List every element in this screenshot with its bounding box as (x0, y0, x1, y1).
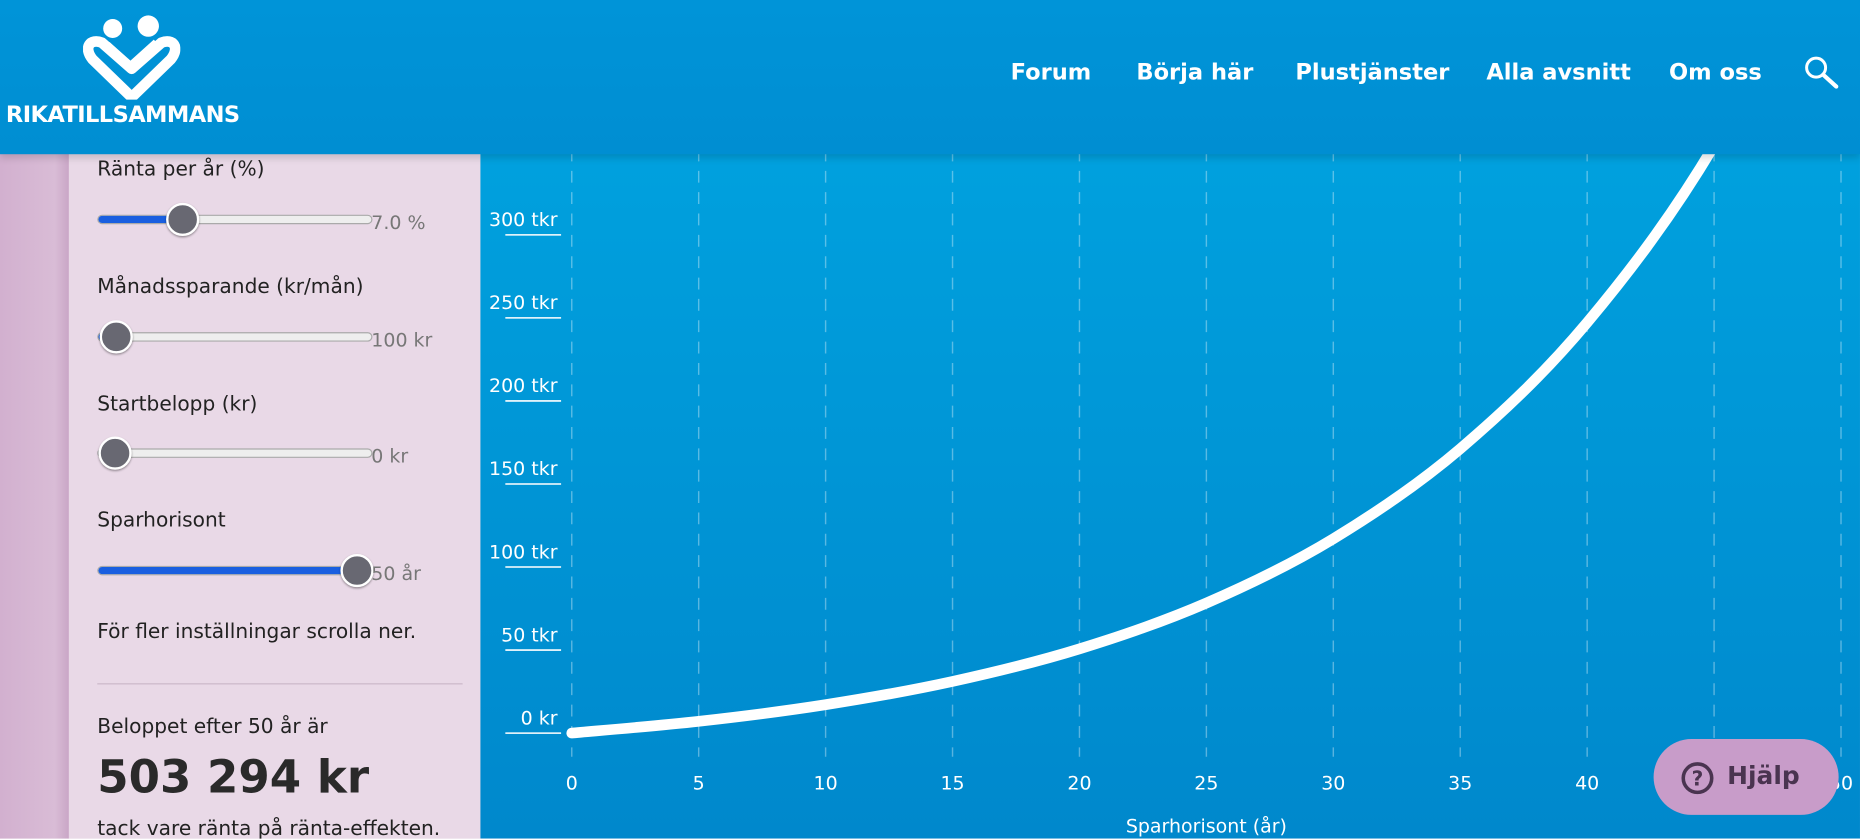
slider-label: Startbelopp (kr) (97, 392, 258, 417)
slider[interactable] (97, 436, 373, 470)
slider-label: Ränta per år (%) (97, 157, 265, 182)
slider[interactable] (97, 202, 373, 237)
svg-text:?: ? (1692, 766, 1704, 790)
help-label: Hjälp (1727, 761, 1800, 791)
x-tick-label: 5 (693, 773, 705, 795)
result-label: Beloppet efter 50 år är (97, 715, 328, 740)
hint-text: För fler inställningar scrolla ner. (97, 620, 417, 645)
y-tick-label: 100 tkr (489, 541, 558, 563)
logo-text[interactable]: RIKATILLSAMMANS (5, 102, 240, 129)
slider-value: 7.0 % (371, 211, 426, 234)
result-note: tack vare ränta på ränta-effekten. (97, 817, 441, 839)
slider-value: 50 år (371, 562, 421, 585)
y-tick-label: 0 kr (521, 707, 558, 729)
x-axis-label: Sparhorisont (år) (1126, 814, 1287, 837)
line (566, 0, 1797, 739)
slider[interactable] (97, 553, 374, 588)
y-tick-label: 50 tkr (501, 624, 558, 646)
slider-value: 0 kr (371, 444, 409, 468)
slider-label: Månadssparande (kr/mån) (97, 275, 364, 299)
x-tick-label: 10 (814, 773, 838, 795)
divider (97, 683, 463, 685)
help-icon: ? (1681, 762, 1714, 795)
nav-link[interactable]: Alla avsnitt (1486, 59, 1631, 86)
x-tick-label: 35 (1448, 773, 1472, 795)
nav-link[interactable]: Om oss (1669, 59, 1762, 86)
search-icon[interactable] (1803, 55, 1841, 91)
header: RIKATILLSAMMANS Forum Börja här Plustjän… (0, 0, 1860, 155)
y-tick-label: 300 tkr (489, 209, 558, 231)
x-tick-label: 15 (940, 773, 964, 795)
nav-link[interactable]: Börja här (1136, 59, 1254, 86)
slider-label: Sparhorisont (97, 508, 226, 533)
x-tick-label: 25 (1194, 773, 1218, 795)
logo-icon (83, 15, 181, 100)
slider-value: 100 kr (371, 328, 433, 352)
nav-link[interactable]: Forum (1010, 59, 1092, 86)
x-tick-label: 20 (1067, 773, 1091, 795)
y-tick-label: 150 tkr (489, 458, 558, 480)
x-tick-label: 30 (1321, 773, 1345, 795)
y-tick-label: 250 tkr (489, 292, 558, 314)
help-button[interactable]: ? Hjälp (1653, 739, 1839, 815)
slider[interactable] (97, 320, 373, 354)
result-amount: 503 294 kr (97, 750, 370, 804)
x-tick-label: 40 (1575, 773, 1599, 795)
y-tick-label: 200 tkr (489, 375, 558, 397)
x-tick-label: 0 (566, 773, 578, 795)
nav-link[interactable]: Plustjänster (1295, 59, 1450, 86)
